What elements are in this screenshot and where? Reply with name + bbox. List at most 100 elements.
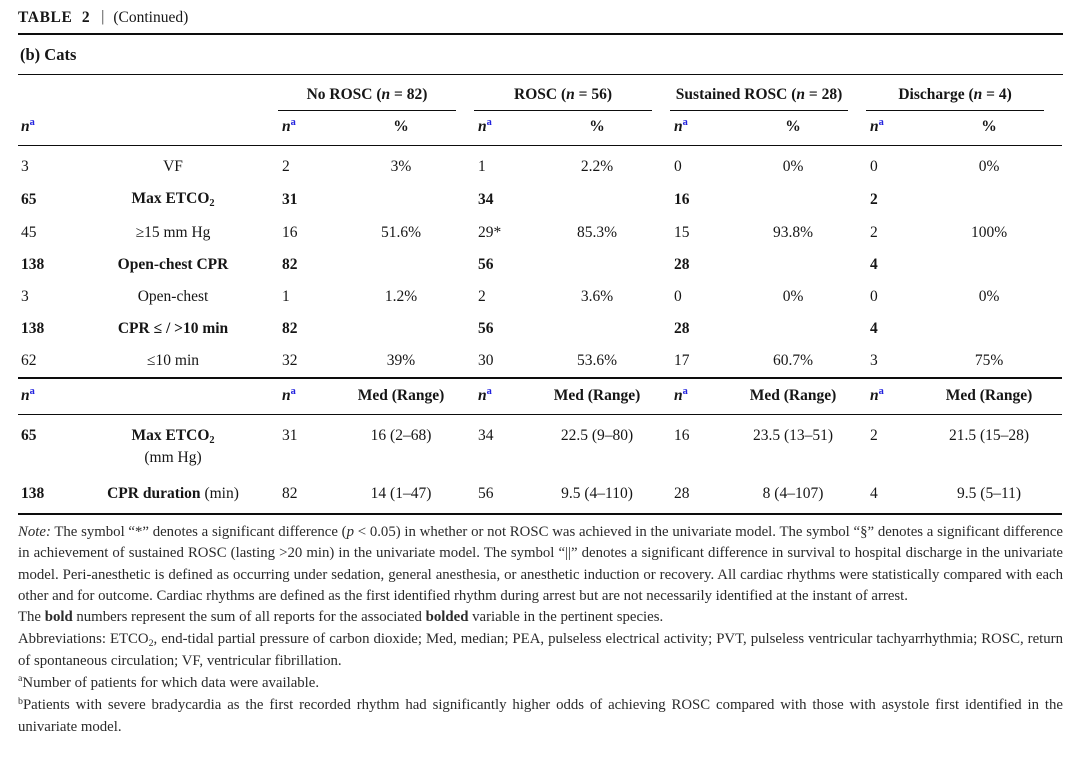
n-available-cell: 3 — [21, 157, 29, 175]
data-cell: 0% — [978, 287, 1000, 305]
n-available-cell: 138 — [21, 319, 45, 337]
data-cell: 28 — [670, 472, 721, 515]
empty-header-cell — [68, 75, 278, 111]
section-header-cats: (b) Cats — [20, 45, 77, 64]
n-available-cell: 62 — [21, 351, 37, 369]
data-cell — [916, 183, 1062, 217]
data-cell: 31 — [282, 426, 298, 444]
header-pct: % — [720, 110, 867, 146]
data-cell: 2.2% — [580, 157, 614, 175]
data-cell: 21.5 (15–28) — [949, 426, 1030, 444]
n-available-cell: 65 — [21, 190, 37, 208]
data-cell: 0% — [782, 287, 804, 305]
row-label-cell: Open-chest — [137, 287, 209, 305]
note-symbols: Note: The symbol “*” denotes a significa… — [18, 523, 1063, 605]
header-n: na — [670, 110, 721, 146]
table-title-continued: (Continued) — [113, 9, 189, 26]
data-cell: 1.2% — [384, 287, 418, 305]
data-cell: 30 — [478, 351, 494, 369]
empty-header-cell — [68, 376, 278, 415]
header-med-range: Med (Range) — [916, 376, 1063, 415]
header-n: na — [866, 110, 917, 146]
data-cell — [720, 313, 866, 345]
data-cell: 22.5 (9–80) — [560, 426, 634, 444]
data-cell — [524, 313, 670, 345]
data-cell — [916, 249, 1062, 281]
data-cell — [720, 183, 866, 217]
data-cell — [916, 313, 1062, 345]
data-cell: 9.5 (5–11) — [916, 472, 1063, 515]
header-pct: % — [916, 110, 1063, 146]
column-header-sustained-rosc: Sustained ROSC (n = 28) — [670, 75, 866, 111]
header-pct: % — [328, 110, 475, 146]
count-percent-section: 3 VF 2 3% 1 2.2% 0 0% 0 0% 65 Max ETCO2 31 34 16 2 45 ≥15… — [18, 145, 1062, 378]
row-label-cell: CPR ≤ / >10 min — [117, 319, 229, 337]
group-label: ROSC (n = 56) — [474, 85, 653, 111]
footnote-b: bPatients with severe bradycardia as the… — [18, 695, 1063, 736]
data-cell: 0% — [782, 157, 804, 175]
n-available-cell: 138 — [18, 472, 68, 515]
empty-header-cell — [68, 110, 278, 146]
header-med-range: Med (Range) — [720, 376, 867, 415]
group-header-row: No ROSC (n = 82) ROSC (n = 56) Sustained… — [18, 75, 1062, 111]
header-n: na — [278, 110, 328, 146]
data-cell: 4 — [870, 319, 878, 337]
data-cell: 0 — [870, 287, 878, 305]
n-available-cell: 138 — [21, 255, 45, 273]
footnote-a: aNumber of patients for which data were … — [18, 673, 320, 691]
n-available-cell: 3 — [21, 287, 29, 305]
data-cell: 15 — [674, 223, 690, 241]
data-cell: 56 — [478, 255, 494, 273]
data-cell: 56 — [474, 472, 525, 515]
results-table: No ROSC (n = 82) ROSC (n = 56) Sustained… — [18, 75, 1063, 515]
table-row: 62 ≤10 min 32 39% 30 53.6% 17 60.7% 3 75% — [18, 345, 1062, 378]
data-cell: 4 — [866, 472, 917, 515]
data-cell: 4 — [870, 255, 878, 273]
data-cell: 0% — [978, 157, 1000, 175]
data-cell: 51.6% — [380, 223, 422, 241]
data-cell: 31 — [282, 190, 298, 208]
header-med-range: Med (Range) — [524, 376, 671, 415]
header-n: na — [278, 376, 328, 415]
data-cell: 39% — [386, 351, 416, 369]
table-row: 45 ≥15 mm Hg 16 51.6% 29* 85.3% 15 93.8% 2 100% — [18, 217, 1062, 249]
column-header-discharge: Discharge (n = 4) — [866, 75, 1062, 111]
data-cell — [720, 249, 866, 281]
row-label-cell: CPR duration (min) — [68, 472, 278, 515]
row-label-cell: Open-chest CPR — [117, 255, 229, 273]
table-title-number: TABLE 2 — [18, 9, 91, 26]
table-header-groups: No ROSC (n = 82) ROSC (n = 56) Sustained… — [18, 75, 1063, 146]
data-cell — [328, 249, 474, 281]
top-rule — [18, 33, 1063, 35]
data-cell: 2 — [282, 157, 290, 175]
data-cell: 1 — [282, 287, 290, 305]
n-available-cell: 65 — [21, 426, 37, 444]
data-cell: 0 — [674, 157, 682, 175]
table-row: 138 Open-chest CPR 82 56 28 4 — [18, 249, 1062, 281]
data-cell: 1 — [478, 157, 486, 175]
header-pct: % — [524, 110, 671, 146]
data-cell: 29* — [478, 223, 502, 241]
header-n: na — [474, 376, 525, 415]
data-cell: 0 — [674, 287, 682, 305]
data-cell: 8 (4–107) — [720, 472, 867, 515]
title-separator: | — [101, 8, 105, 25]
data-cell: 93.8% — [773, 223, 814, 241]
data-cell — [328, 183, 474, 217]
column-header-no-rosc: No ROSC (n = 82) — [278, 75, 474, 111]
subheader-row: na na Med (Range) na Med (Range) na Med … — [18, 376, 1063, 415]
data-cell: 2 — [870, 190, 878, 208]
data-cell: 28 — [674, 319, 690, 337]
data-cell: 16 — [674, 426, 690, 444]
median-subheader: na na Med (Range) na Med (Range) na Med … — [18, 376, 1063, 415]
data-cell: 82 — [278, 472, 328, 515]
data-cell: 16 — [674, 190, 690, 208]
data-cell — [524, 249, 670, 281]
header-n: na — [474, 110, 525, 146]
header-n: na — [670, 376, 721, 415]
table-row: 65 Max ETCO2 (mm Hg) 31 16 (2–68) 34 22.5 (9–8… — [18, 414, 1062, 473]
data-cell — [524, 183, 670, 217]
header-n: na — [866, 376, 917, 415]
data-cell: 75% — [974, 351, 1004, 369]
row-label-cell: ≥15 mm Hg — [135, 223, 211, 241]
